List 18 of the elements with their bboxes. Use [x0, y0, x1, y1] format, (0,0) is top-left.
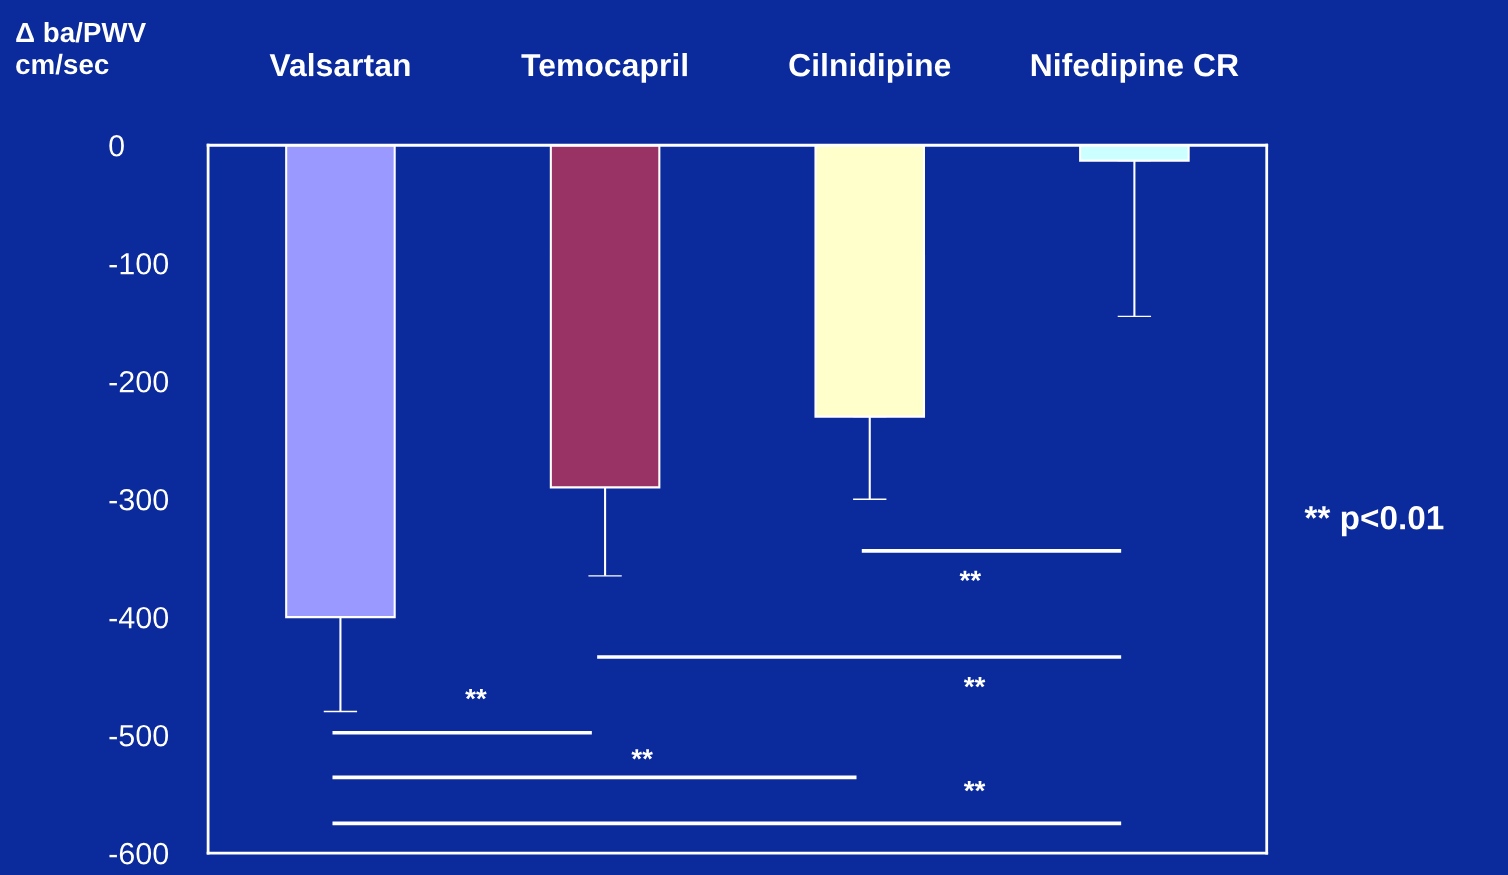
x-tick-label: Temocapril	[521, 52, 687, 83]
annotation: **	[963, 781, 986, 792]
y-tick-label: -100	[109, 252, 169, 275]
annotation: **	[465, 689, 487, 700]
y-tick-label: -300	[109, 488, 169, 511]
x-tick-label: Cilnidipine	[789, 52, 951, 83]
y-tick-label: 0	[109, 134, 124, 157]
y-tick-label: -500	[109, 724, 169, 747]
y-tick-label: -200	[109, 370, 169, 393]
y-tick-label: -400	[109, 606, 169, 629]
annotation: **	[631, 749, 653, 760]
text: ** p<0.01	[1304, 505, 1444, 537]
y-axis-title: Δ ba/PWV cm/sec	[16, 21, 146, 75]
annotation: **	[959, 570, 982, 582]
x-tick-label: Nifedipine CR	[1031, 52, 1239, 83]
y-tick-label: -600	[109, 842, 169, 865]
annotation: **	[963, 676, 986, 688]
x-tick-label: Valsartan	[269, 52, 410, 77]
